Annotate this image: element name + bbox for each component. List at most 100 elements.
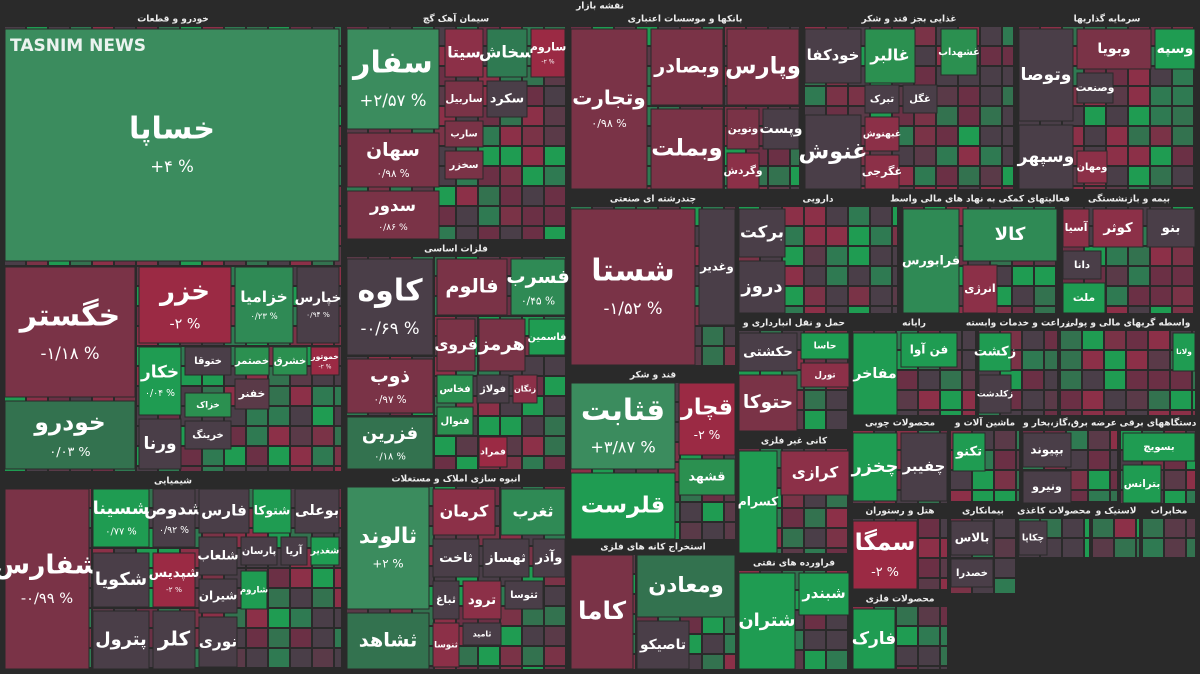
filler-cell: [919, 539, 939, 557]
tile: [432, 580, 460, 620]
tile: [436, 406, 474, 436]
filler-cell: [435, 207, 455, 225]
tile: [138, 418, 182, 470]
filler-cell: [897, 627, 917, 645]
tile: [1122, 432, 1196, 462]
filler-cell: [269, 467, 289, 471]
filler-cell: [1023, 331, 1043, 349]
filler-cell: [1115, 539, 1135, 557]
tile-name: زکلدشت: [977, 390, 1013, 400]
sector-title: بیمه و بازنشستگی: [1088, 193, 1170, 205]
filler-cell: [479, 647, 499, 665]
filler-cell: [545, 127, 565, 145]
tile: [1122, 464, 1162, 504]
tile: [272, 346, 308, 376]
filler-cell: [523, 627, 543, 645]
tile: [476, 374, 510, 404]
filler-cell: [959, 187, 979, 189]
filler-cell: [435, 457, 455, 469]
tile-name: وبویا: [1097, 41, 1130, 57]
filler-cell: [203, 467, 223, 471]
tile: [1018, 520, 1048, 556]
filler-cell: [545, 357, 565, 375]
tile-name: فنوال: [440, 416, 469, 427]
filler-cell: [805, 411, 825, 429]
filler-cell: [313, 427, 333, 445]
filler-cell: [1173, 307, 1193, 313]
filler-cell: [937, 87, 957, 105]
filler-cell: [523, 607, 543, 625]
filler-cell: [545, 377, 565, 395]
tile: [738, 374, 798, 432]
tile: [152, 610, 196, 670]
filler-cell: [1089, 431, 1109, 449]
tile: [310, 346, 340, 376]
sector-title: فعالیتهای کمکی به نهاد های مالی واسط: [890, 195, 1070, 205]
filler-cell: [269, 629, 289, 647]
filler-cell: [1017, 451, 1019, 469]
sector-title: کانی غیر فلزی: [761, 437, 828, 447]
filler-cell: [479, 147, 499, 165]
filler-cell: [893, 267, 897, 285]
tile-name: فارس: [201, 502, 247, 520]
tile-name: وپست: [759, 121, 802, 137]
filler-cell: [703, 347, 723, 365]
sector: چندرشته ای صنعتی شستا -۱/۵۲ % وغدیر: [570, 195, 736, 366]
filler-cell: [291, 407, 311, 425]
tile-name: چفیبر: [902, 458, 946, 475]
tile: [510, 258, 566, 316]
filler-cell: [269, 649, 289, 667]
sector-title: فراورده های نفتی: [753, 559, 835, 569]
filler-cell: [1173, 287, 1193, 305]
filler-cell: [1085, 127, 1105, 145]
filler-cell: [915, 27, 935, 45]
tile: [346, 358, 434, 414]
sector: واسطه گریهای مالی و پولی ولانا: [1061, 317, 1196, 415]
tile: [726, 28, 800, 106]
tile: [978, 332, 1012, 372]
filler-cell: [919, 607, 939, 625]
tile-name: خموتور: [310, 352, 339, 361]
sector: فعالیتهای کمکی به نهاد های مالی واسط فراب…: [890, 195, 1070, 314]
filler-cell: [1093, 539, 1113, 557]
filler-cell: [1061, 411, 1081, 415]
tile: [530, 28, 566, 78]
filler-cell: [1105, 371, 1125, 389]
sector-title: محصولات چوبی: [865, 419, 935, 429]
filler-cell: [1165, 491, 1185, 503]
sector-title: قند و شکر: [629, 371, 676, 381]
filler-cell: [1083, 351, 1103, 369]
tile: [240, 536, 278, 566]
filler-cell: [1127, 351, 1147, 369]
tile-name: دانا: [1074, 260, 1090, 271]
filler-cell: [805, 227, 825, 245]
filler-cell: [805, 509, 825, 527]
tile-name: ملت: [1073, 291, 1095, 304]
tile: [296, 266, 340, 344]
tile-name: فاسمین: [528, 332, 567, 343]
filler-cell: [545, 457, 565, 469]
filler-cell: [1151, 167, 1171, 185]
tile: [504, 580, 544, 610]
tile-name: ثهساز: [485, 551, 526, 566]
filler-cell: [893, 227, 897, 245]
tile-name: برکت: [740, 222, 784, 243]
filler-cell: [501, 627, 521, 645]
filler-cell: [1107, 147, 1127, 165]
filler-cell: [457, 187, 477, 205]
filler-cell: [941, 519, 947, 537]
tile-change: -۲ %: [319, 363, 332, 370]
filler-cell: [893, 287, 897, 305]
tile-name: ومهان: [1077, 162, 1108, 173]
tile-name: شتران: [738, 610, 795, 631]
filler-cell: [805, 247, 825, 265]
filler-cell: [313, 649, 333, 667]
sector-title: ماشین آلات و: [954, 417, 1015, 429]
tile: [738, 450, 778, 554]
filler-cell: [849, 227, 869, 245]
filler-cell: [1129, 187, 1149, 189]
filler-cell: [269, 609, 289, 627]
filler-cell: [269, 447, 289, 465]
tile: [310, 536, 340, 566]
filler-cell: [1127, 411, 1147, 415]
